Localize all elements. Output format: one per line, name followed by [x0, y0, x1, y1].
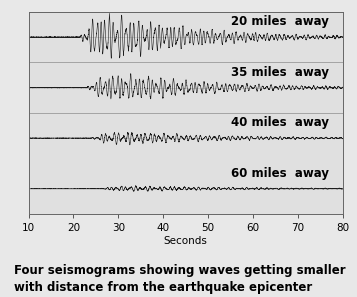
- Text: 60 miles  away: 60 miles away: [231, 167, 328, 180]
- Text: Four seismograms showing waves getting smaller
with distance from the earthquake: Four seismograms showing waves getting s…: [14, 264, 346, 294]
- Text: 40 miles  away: 40 miles away: [231, 116, 328, 129]
- Text: 20 miles  away: 20 miles away: [231, 15, 328, 29]
- Text: 35 miles  away: 35 miles away: [231, 66, 328, 79]
- X-axis label: Seconds: Seconds: [164, 236, 207, 246]
